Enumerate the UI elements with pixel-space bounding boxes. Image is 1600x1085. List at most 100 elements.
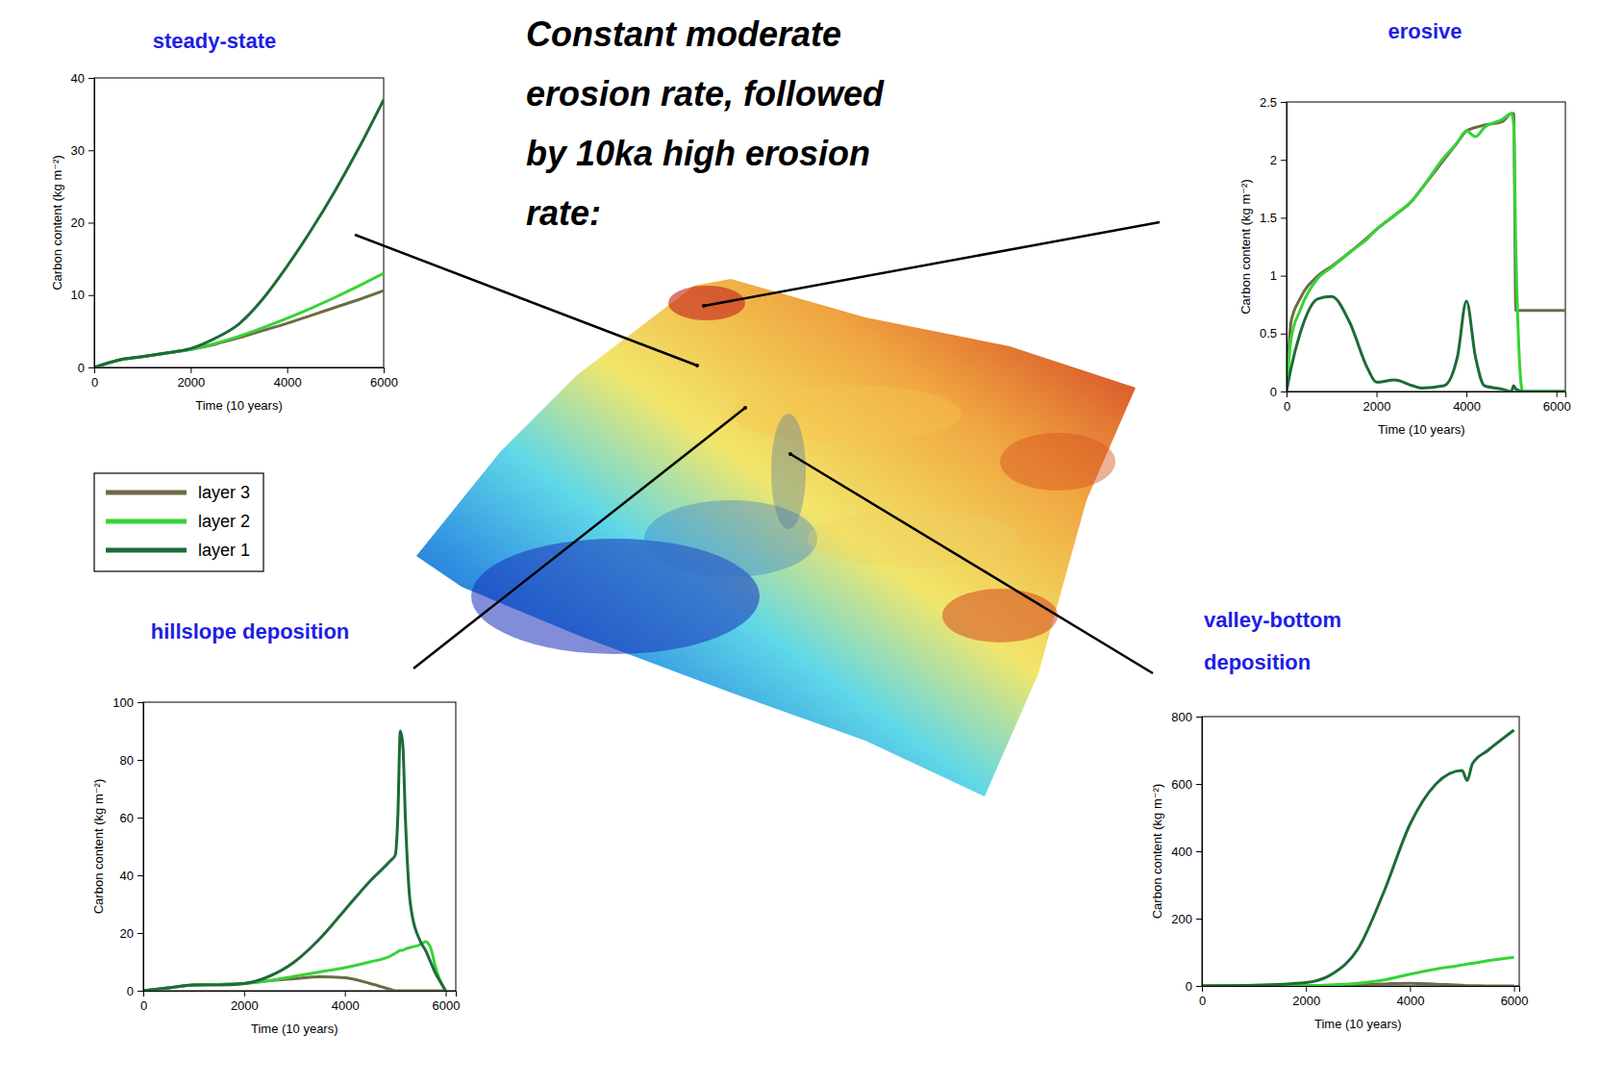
y-tick-label: 200 [1171, 911, 1193, 926]
x-tick: 2000 [1363, 391, 1392, 414]
y-tick: 200 [1171, 911, 1202, 926]
x-tick: 4000 [331, 990, 360, 1013]
y-tick-mark [137, 701, 144, 703]
y-tick-label: 40 [120, 868, 134, 883]
x-tick: 6000 [370, 367, 399, 390]
y-tick-label: 2 [1270, 152, 1277, 168]
x-tick-label: 6000 [1500, 993, 1529, 1008]
y-tick: 2 [1270, 152, 1287, 168]
y-tick-label: 20 [120, 925, 134, 941]
chart-title: valley-bottom deposition [1203, 607, 1342, 675]
y-axis-line [137, 702, 145, 992]
chart-panel: 020004000600000.511.522.5Time (10 years)… [1238, 19, 1572, 437]
terrain-relief [668, 285, 746, 321]
y-tick-mark [1280, 159, 1287, 161]
x-tick-label: 6000 [1543, 399, 1572, 414]
y-tick-label: 400 [1171, 844, 1193, 859]
y-tick: 10 [71, 287, 95, 302]
x-axis-line [1202, 986, 1521, 993]
legend-label: layer 3 [198, 482, 250, 502]
text-line: erosion rate, followed [525, 74, 885, 114]
x-tick: 2000 [176, 367, 205, 390]
x-tick-label: 6000 [432, 998, 461, 1013]
y-tick: 2.5 [1259, 95, 1287, 110]
terrain-relief [807, 509, 1020, 568]
text-line: valley-bottom [1203, 607, 1342, 632]
y-tick: 0.5 [1259, 325, 1287, 341]
chart-panel: 0200040006000010203040Time (10 years)Car… [50, 28, 399, 572]
y-tick-label: 20 [71, 215, 85, 230]
y-tick-label: 0 [1270, 384, 1277, 400]
x-tick-mark [287, 367, 289, 374]
y-axis-line [88, 78, 96, 369]
legend-swatch [105, 519, 187, 525]
text-line: rate: [525, 193, 601, 233]
y-tick-mark [1280, 101, 1287, 103]
x-tick-label: 4000 [331, 998, 360, 1013]
y-tick: 0 [1185, 978, 1202, 994]
y-axis-title: Carbon content (kg m⁻²) [1238, 178, 1253, 315]
y-tick-mark [137, 990, 144, 992]
legend-box [94, 473, 264, 572]
site-marker [701, 303, 706, 308]
figure: Constant moderateerosion rate, followedb… [0, 0, 1600, 1085]
y-tick-label: 2.5 [1259, 95, 1277, 110]
chart-panel: 0200040006000020406080100Time (10 years)… [91, 619, 460, 1036]
series-line [143, 730, 447, 991]
x-tick-label: 2000 [230, 998, 259, 1013]
y-tick-label: 10 [71, 287, 85, 302]
y-tick: 400 [1171, 844, 1202, 859]
series-line [1286, 113, 1566, 392]
x-axis: 0200040006000 [1199, 985, 1529, 1008]
x-tick-mark [1305, 985, 1307, 992]
x-tick-label: 2000 [1363, 399, 1392, 414]
x-tick-label: 0 [91, 375, 99, 390]
y-tick-mark [88, 223, 95, 225]
y-tick-mark [1196, 918, 1202, 920]
y-axis: 010203040 [71, 71, 96, 375]
y-tick: 40 [120, 868, 144, 883]
y-tick-label: 0.5 [1259, 325, 1277, 341]
leader-line [790, 453, 1153, 674]
series-line [94, 100, 384, 368]
x-axis-line [95, 368, 385, 375]
y-tick-label: 60 [120, 810, 134, 825]
y-tick-mark [1196, 985, 1202, 987]
site-marker [695, 363, 700, 368]
chart-title: erosive [1387, 19, 1462, 44]
x-tick-label: 2000 [1292, 993, 1321, 1008]
text-line: by 10ka high erosion [525, 133, 871, 174]
x-tick-mark [1409, 985, 1411, 992]
y-axis: 020406080100 [112, 695, 144, 999]
leader-line [703, 222, 1160, 306]
x-tick: 0 [1283, 391, 1291, 414]
x-axis-line [144, 991, 457, 998]
x-tick: 0 [91, 367, 99, 390]
series-line [1201, 729, 1515, 986]
y-tick: 0 [1270, 384, 1287, 400]
y-axis-title: Carbon content (kg m⁻²) [91, 778, 106, 915]
y-tick-mark [137, 759, 144, 761]
chart-title: steady-state [152, 28, 276, 53]
x-tick: 0 [140, 990, 148, 1013]
y-axis: 0200400600800 [1171, 709, 1202, 994]
terrain-relief [771, 413, 806, 529]
legend-label: layer 1 [198, 540, 250, 560]
series-line [94, 273, 384, 368]
y-axis-line [1196, 717, 1203, 987]
leader-line [354, 234, 698, 366]
terrain-relief [942, 588, 1058, 643]
y-tick-mark [88, 367, 95, 369]
y-tick-mark [1280, 333, 1287, 335]
y-tick-mark [1196, 783, 1202, 785]
y-tick: 600 [1171, 776, 1202, 792]
y-tick: 40 [71, 71, 95, 86]
x-tick: 6000 [432, 990, 461, 1013]
text-line: deposition [1203, 650, 1311, 675]
text-line: erosive [1387, 19, 1462, 44]
y-axis-title: Carbon content (kg m⁻²) [1150, 783, 1165, 920]
x-tick-mark [1466, 391, 1468, 398]
series-line [1286, 113, 1566, 392]
y-tick-mark [88, 77, 95, 79]
x-axis: 0200040006000 [1283, 391, 1572, 414]
